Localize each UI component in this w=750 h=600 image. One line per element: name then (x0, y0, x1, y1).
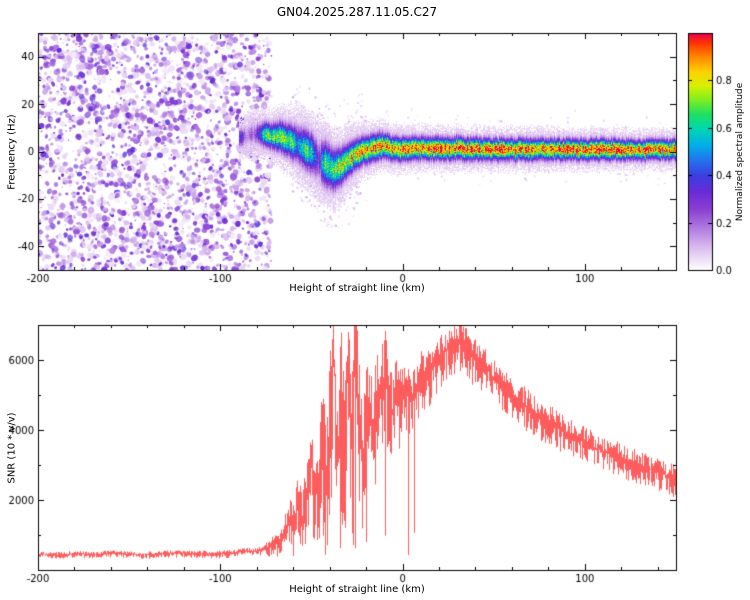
chart-title: GN04.2025.287.11.05.C27 (276, 5, 438, 19)
spectrogram-y-axis-label: Frequency (Hz) (6, 114, 18, 190)
colorbar-label: Normalized spectral amplitude (735, 82, 745, 222)
snr-y-axis-label: SNR (10 * v/v) (6, 412, 18, 484)
snr-x-axis-label: Height of straight line (km) (289, 584, 425, 595)
spectrogram-x-axis-label: Height of straight line (km) (289, 283, 425, 294)
